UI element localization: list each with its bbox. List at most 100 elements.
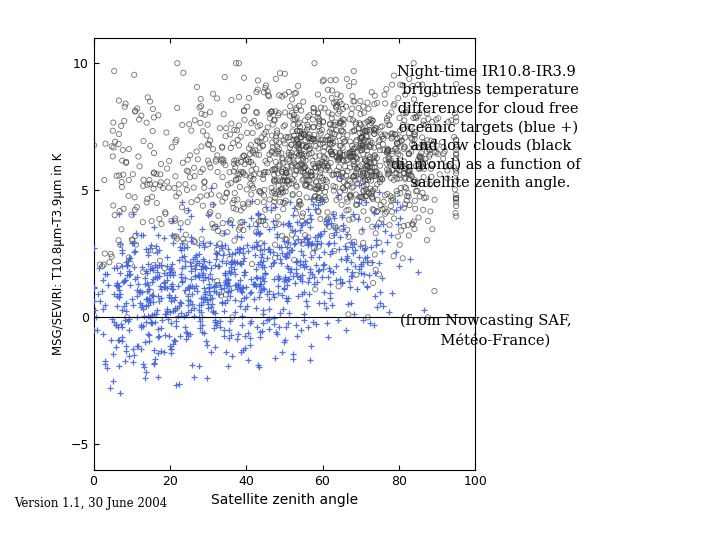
Point (96, 305, 108, 313)
Point (148, 222, 160, 231)
Point (121, 271, 132, 279)
Point (328, 139, 339, 147)
Point (253, 363, 265, 372)
Point (182, 332, 194, 340)
Point (153, 261, 165, 269)
Point (109, 137, 121, 146)
Point (124, 254, 135, 262)
Point (193, 249, 204, 258)
Point (374, 146, 386, 154)
Point (431, 148, 442, 157)
Point (279, 252, 291, 261)
Point (365, 143, 377, 151)
Point (337, 184, 348, 193)
Point (310, 152, 321, 161)
Point (348, 249, 359, 258)
Point (166, 293, 177, 302)
Point (277, 305, 289, 313)
Point (150, 242, 161, 251)
Point (283, 218, 294, 227)
Point (326, 140, 338, 149)
Point (357, 128, 369, 137)
Point (246, 213, 257, 222)
Point (354, 180, 365, 189)
Point (114, 361, 125, 370)
Point (193, 272, 204, 281)
Point (196, 142, 207, 151)
Point (107, 350, 118, 359)
Point (377, 174, 388, 183)
Point (364, 158, 375, 167)
Point (109, 318, 120, 326)
Point (261, 159, 273, 168)
Point (232, 334, 243, 343)
Point (279, 121, 291, 130)
Point (333, 154, 344, 163)
Point (195, 94, 207, 103)
Point (216, 249, 228, 258)
Point (276, 248, 287, 257)
Point (451, 150, 462, 158)
Point (264, 150, 275, 159)
Point (234, 285, 246, 293)
Point (123, 267, 135, 276)
Point (400, 184, 412, 192)
Point (289, 226, 301, 235)
Point (418, 173, 429, 181)
Point (176, 252, 188, 261)
Point (224, 267, 235, 275)
Point (145, 298, 156, 306)
Point (248, 280, 259, 288)
Point (153, 214, 165, 223)
Point (361, 170, 373, 179)
Point (107, 118, 119, 127)
Point (235, 287, 246, 295)
Point (335, 148, 346, 157)
Point (330, 276, 342, 285)
Point (303, 217, 315, 225)
Point (356, 227, 367, 236)
Point (300, 231, 311, 240)
Point (240, 343, 251, 352)
Point (238, 151, 250, 160)
Point (366, 190, 377, 198)
Point (183, 205, 194, 214)
Point (117, 333, 128, 341)
Point (220, 276, 232, 285)
Point (234, 183, 246, 191)
Point (274, 243, 285, 252)
Point (105, 335, 117, 344)
Point (222, 275, 233, 284)
Point (330, 228, 342, 237)
Point (341, 256, 352, 265)
Point (279, 338, 290, 347)
Point (382, 114, 393, 123)
Point (181, 166, 193, 175)
Point (392, 232, 404, 241)
Point (307, 249, 319, 258)
Point (337, 105, 348, 113)
Point (266, 147, 278, 156)
Point (379, 156, 391, 164)
Point (233, 174, 244, 183)
Point (413, 156, 424, 164)
Point (315, 214, 326, 223)
Point (261, 290, 273, 299)
Point (166, 260, 178, 269)
Point (278, 173, 289, 181)
Point (161, 307, 173, 316)
Point (153, 296, 164, 305)
Point (244, 334, 256, 342)
Point (377, 205, 388, 213)
Point (276, 184, 288, 193)
Point (330, 76, 341, 84)
Point (189, 164, 200, 172)
Point (301, 180, 312, 188)
Point (294, 256, 305, 265)
Point (140, 318, 152, 326)
Point (392, 140, 404, 149)
Point (174, 242, 186, 251)
Point (153, 231, 164, 239)
Point (328, 210, 340, 218)
Point (129, 206, 140, 214)
